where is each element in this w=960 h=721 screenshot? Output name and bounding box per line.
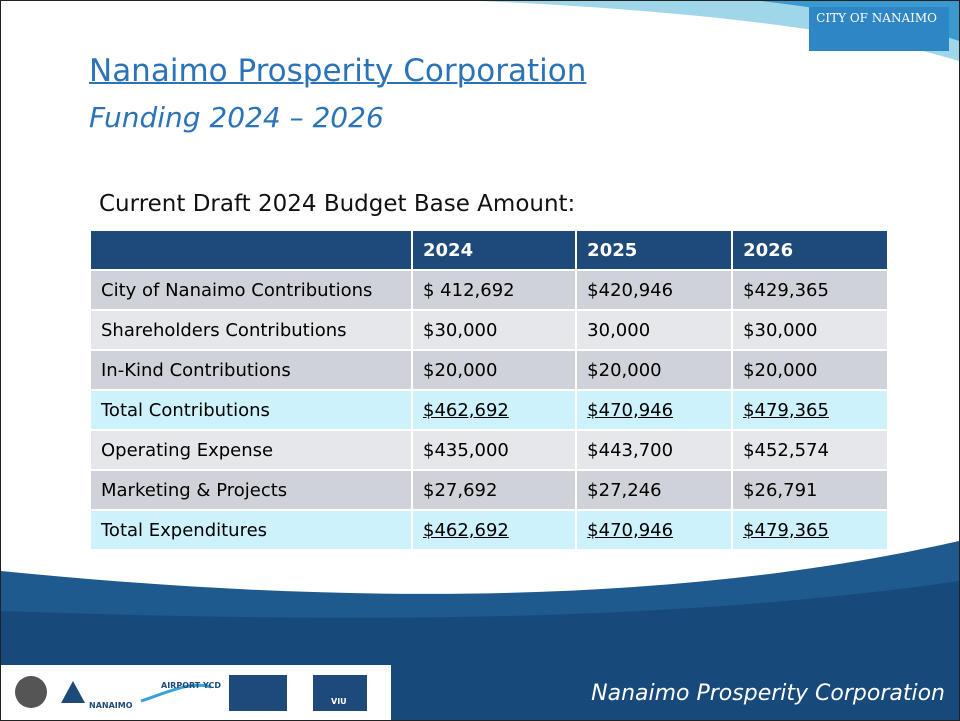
table-row: Shareholders Contributions $30,000 30,000 $…: [89, 309, 889, 351]
header-cell: 2026: [731, 229, 889, 271]
logo-port: [61, 681, 85, 703]
subtitle: Funding 2024 – 2026: [89, 101, 384, 134]
logo-label: VIU: [331, 697, 347, 706]
row-label: Total Expenditures: [89, 509, 413, 551]
section-label: Current Draft 2024 Budget Base Amount:: [99, 191, 576, 217]
row-label: Shareholders Contributions: [89, 309, 413, 351]
row-label: Marketing & Projects: [89, 469, 413, 511]
logo-seal: [15, 676, 47, 708]
header-cell: 2024: [410, 229, 578, 271]
value-cell: $443,700: [575, 429, 734, 471]
row-label: Operating Expense: [89, 429, 413, 471]
row-label: Total Contributions: [89, 389, 413, 431]
value-cell: $ 412,692: [410, 269, 578, 311]
value-cell: $420,946: [575, 269, 734, 311]
logo-text: CITY OF NANAIMO: [816, 11, 937, 25]
value-cell: $462,692: [410, 509, 578, 551]
table-row: Marketing & Projects $27,692 $27,246 $26,79…: [89, 469, 889, 511]
value-cell: $20,000: [410, 349, 578, 391]
value-cell: $470,946: [575, 389, 734, 431]
value-cell: $470,946: [575, 509, 734, 551]
table-row: City of Nanaimo Contributions $ 412,692 $4…: [89, 269, 889, 311]
budget-table: 2024 2025 2026 City of Nanaimo Contribution…: [89, 229, 889, 551]
value-cell: $462,692: [410, 389, 578, 431]
value-cell: $479,365: [731, 389, 889, 431]
logo-label: NANAIMO: [89, 701, 133, 710]
logo-bg: [809, 7, 949, 51]
value-cell: $452,574: [731, 429, 889, 471]
header-cell: [89, 229, 413, 271]
logo-npc: [229, 675, 287, 711]
value-cell: $479,365: [731, 509, 889, 551]
table-row: Total Contributions $462,692 $470,946 $479,…: [89, 389, 889, 431]
value-cell: $20,000: [731, 349, 889, 391]
logo-viu: [313, 675, 367, 711]
value-cell: $30,000: [410, 309, 578, 351]
value-cell: $435,000: [410, 429, 578, 471]
value-cell: $27,692: [410, 469, 578, 511]
title: Nanaimo Prosperity Corporation: [89, 53, 587, 89]
table-row: Operating Expense $435,000 $443,700 $452,57…: [89, 429, 889, 471]
logo-airport: [140, 683, 212, 703]
table-row: Total Expenditures $462,692 $470,946 $479,3…: [89, 509, 889, 551]
value-cell: $429,365: [731, 269, 889, 311]
value-cell: $27,246: [575, 469, 734, 511]
value-cell: $30,000: [731, 309, 889, 351]
row-label: City of Nanaimo Contributions: [89, 269, 413, 311]
value-cell: 30,000: [575, 309, 734, 351]
value-cell: $26,791: [731, 469, 889, 511]
footer-text: Nanaimo Prosperity Corporation: [591, 681, 945, 706]
header-row: 2024 2025 2026: [89, 229, 889, 271]
header-cell: 2025: [575, 229, 734, 271]
value-cell: $20,000: [575, 349, 734, 391]
logo-label: AIRPORT YCD: [161, 681, 222, 690]
row-label: In-Kind Contributions: [89, 349, 413, 391]
table-row: In-Kind Contributions $20,000 $20,000 $20,0…: [89, 349, 889, 391]
